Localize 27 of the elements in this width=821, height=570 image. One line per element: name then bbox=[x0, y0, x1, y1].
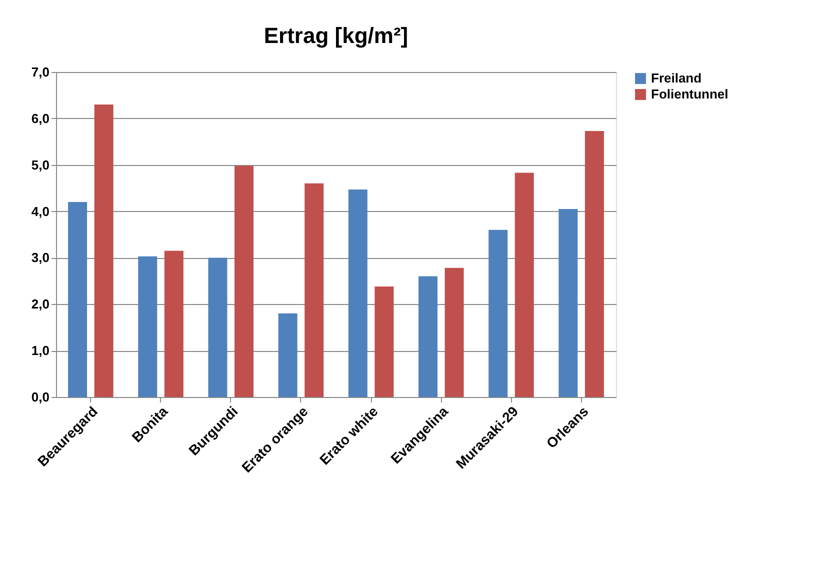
bar bbox=[444, 268, 464, 397]
y-tick-label: 2,0 bbox=[31, 296, 50, 312]
bar bbox=[558, 208, 578, 397]
y-tick-label: 6,0 bbox=[31, 110, 50, 126]
bar bbox=[348, 189, 368, 397]
y-tick-label: 0,0 bbox=[31, 390, 50, 404]
bar bbox=[234, 166, 254, 397]
bar bbox=[164, 250, 184, 397]
chart-title: Ertrag [kg/m²] bbox=[264, 23, 408, 48]
bar bbox=[584, 130, 604, 397]
bar bbox=[304, 183, 324, 397]
bar bbox=[514, 172, 534, 397]
y-tick-label: 7,0 bbox=[31, 64, 50, 80]
bar bbox=[374, 286, 394, 397]
y-tick-label: 1,0 bbox=[31, 343, 50, 358]
y-tick-label: 5,0 bbox=[31, 157, 50, 172]
legend-label: Freiland bbox=[651, 70, 702, 86]
bar bbox=[208, 258, 228, 397]
bar bbox=[94, 104, 114, 397]
y-tick-label: 4,0 bbox=[31, 204, 50, 219]
bar bbox=[278, 313, 298, 397]
legend-label: Folientunnel bbox=[651, 86, 728, 102]
bar bbox=[418, 276, 438, 397]
bar bbox=[138, 256, 158, 397]
y-tick-label: 3,0 bbox=[31, 250, 50, 266]
bar bbox=[488, 230, 508, 397]
bar bbox=[68, 202, 88, 397]
